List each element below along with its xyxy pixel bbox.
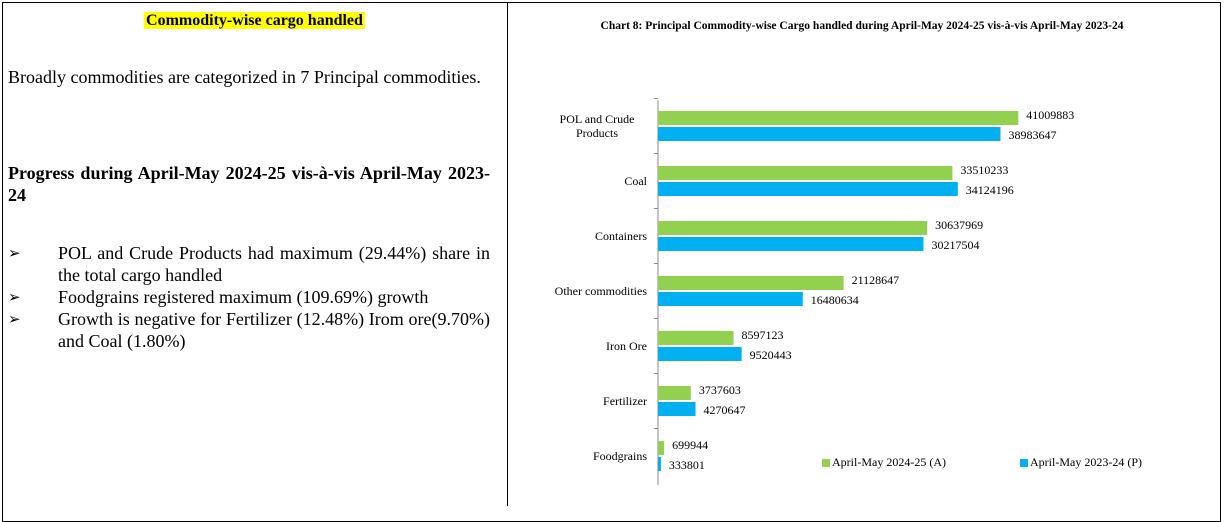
data-label: 3737603 [699, 383, 741, 397]
category-label: Other commodities [554, 284, 647, 298]
bar [658, 441, 665, 455]
bullet: Growth is negative for Fertilizer (12.48… [8, 308, 490, 352]
legend-label: April-May 2024-25 (A) [832, 455, 946, 469]
category-label-box: POL and Crude Products [507, 112, 647, 140]
bullet: POL and Crude Products had maximum (29.4… [8, 242, 490, 286]
bar [658, 221, 928, 235]
bar [658, 276, 844, 290]
category-label-box: Fertilizer [507, 394, 647, 408]
category-label-box: Coal [507, 174, 647, 188]
data-label: 30217504 [931, 238, 979, 252]
category-label: Containers [595, 229, 647, 243]
bar [658, 237, 924, 251]
bar [658, 182, 958, 196]
bullet-list: POL and Crude Products had maximum (29.4… [8, 242, 490, 352]
data-label: 21128647 [852, 273, 900, 287]
heading-text: Commodity-wise cargo handled [144, 12, 365, 29]
heading: Commodity-wise cargo handled [2, 12, 507, 30]
category-label: Fertilizer [603, 394, 647, 408]
data-label: 38983647 [1008, 128, 1056, 142]
bullet: Foodgrains registered maximum (109.69%) … [8, 286, 490, 308]
bar [658, 111, 1019, 125]
category-label: Foodgrains [593, 449, 647, 463]
bar [658, 292, 803, 306]
bar [658, 347, 742, 361]
bar [658, 166, 953, 180]
table-divider [507, 2, 508, 506]
category-label-box: Containers [507, 229, 647, 243]
data-label: 33510233 [960, 163, 1008, 177]
subheading: Progress during April-May 2024-25 vis-à-… [8, 163, 490, 205]
data-label: 30637969 [935, 218, 983, 232]
legend-label: April-May 2023-24 (P) [1030, 455, 1142, 469]
data-label: 34124196 [966, 183, 1014, 197]
bar [658, 127, 1001, 141]
intro: Broadly commodities are categorized in 7… [8, 67, 481, 87]
data-label: 699944 [672, 438, 708, 452]
data-label: 8597123 [742, 328, 784, 342]
data-label: 41009883 [1026, 108, 1074, 122]
category-label-box: Iron Ore [507, 339, 647, 353]
chart-title: Chart 8: Principal Commodity-wise Cargo … [600, 20, 1124, 32]
category-label: POL and Crude Products [559, 112, 635, 140]
bar [658, 331, 734, 345]
data-label: 4270647 [704, 403, 746, 417]
category-label: Coal [624, 174, 647, 188]
data-label: 9520443 [750, 348, 792, 362]
legend-swatch [1020, 459, 1028, 467]
bar [658, 457, 661, 471]
bar [658, 386, 691, 400]
bar [658, 402, 696, 416]
chart: 41009883 38983647 33510233 34124196 30637969… [654, 98, 1142, 485]
page: Commodity-wise cargo handled Broadly com… [0, 0, 1225, 506]
category-label-box: Foodgrains [507, 449, 647, 463]
data-label: 16480634 [811, 293, 859, 307]
legend-swatch [822, 459, 830, 467]
data-label: 333801 [669, 458, 705, 472]
category-label-box: Other commodities [507, 284, 647, 298]
category-label: Iron Ore [606, 339, 647, 353]
